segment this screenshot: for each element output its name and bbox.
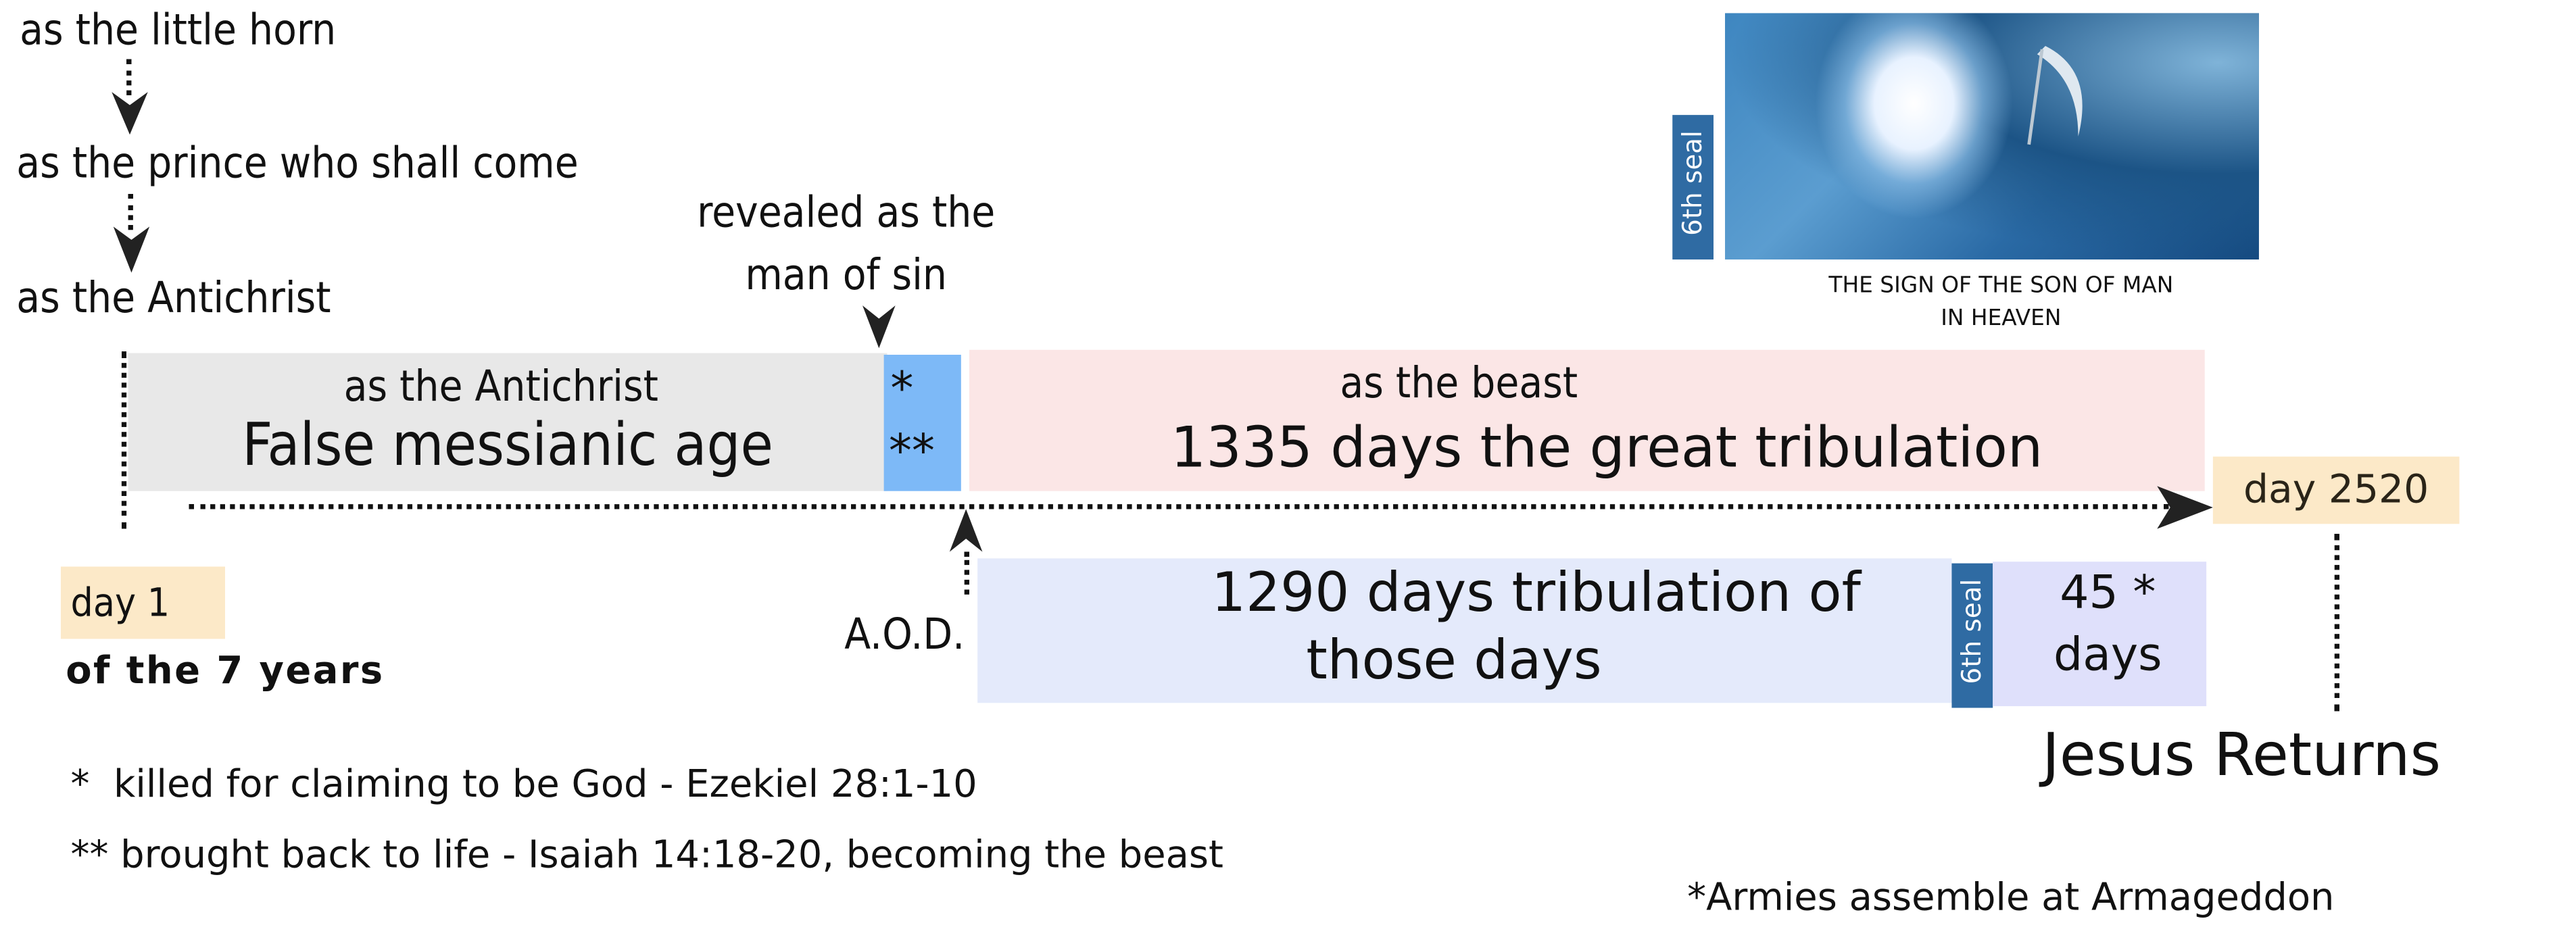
day-2520-badge: day 2520 xyxy=(2212,456,2460,524)
45-days-line2: days xyxy=(2053,627,2162,682)
return-marker-line xyxy=(2334,533,2340,712)
sixth-seal-tag-label: 6th seal xyxy=(1676,130,1708,236)
great-tribulation-box: as the beast 1335 days the great tribula… xyxy=(969,349,2205,491)
arrow-down-icon xyxy=(113,226,150,273)
start-marker-line xyxy=(121,351,127,529)
lower-box-line1: 1290 days tribulation of xyxy=(1211,559,1861,624)
stage-prince: as the prince who shall come xyxy=(16,139,579,189)
tribulation-of-those-days-box: 1290 days tribulation of those days xyxy=(977,558,1952,703)
false-messianic-age-box: as the Antichrist False messianic age xyxy=(128,353,888,491)
arrow-right-icon xyxy=(2157,486,2213,529)
dotted-connector xyxy=(128,193,133,230)
asterisk-single: * xyxy=(890,361,914,416)
timeline-axis xyxy=(189,504,2169,509)
gray-box-subtitle: as the Antichrist xyxy=(343,363,658,413)
sickle-icon xyxy=(2027,46,2083,145)
jesus-returns-label: Jesus Returns xyxy=(2042,722,2441,791)
pink-box-subtitle: as the beast xyxy=(1340,359,1578,409)
lower-box-line2: those days xyxy=(1306,627,1602,692)
sign-caption-line1: THE SIGN OF THE SON OF MAN xyxy=(1828,272,2174,299)
aod-connector xyxy=(964,551,969,595)
revealed-label-line1: revealed as the xyxy=(697,189,996,239)
stage-antichrist: as the Antichrist xyxy=(16,274,331,324)
day-2520-label: day 2520 xyxy=(2243,466,2429,513)
45-days-line1: 45 * xyxy=(2060,565,2156,620)
day-1-label: day 1 xyxy=(70,579,170,626)
sign-caption-line2: IN HEAVEN xyxy=(1941,305,2062,332)
arrow-down-icon xyxy=(112,92,148,135)
sixth-seal-tag: 6th seal xyxy=(1672,115,1714,260)
stage-little-horn: as the little horn xyxy=(20,6,337,56)
sign-of-son-of-man-image xyxy=(1725,13,2259,260)
asterisk-double: ** xyxy=(888,424,935,478)
arrow-down-icon xyxy=(862,305,896,349)
gray-box-title: False messianic age xyxy=(242,412,773,480)
footnote-single-asterisk: * killed for claiming to be God - Ezekie… xyxy=(70,764,977,807)
footnote-double-asterisk: ** brought back to life - Isaiah 14:18-2… xyxy=(70,834,1224,877)
footnote-armageddon: *Armies assemble at Armageddon xyxy=(1687,876,2335,920)
45-days-box: 45 * days xyxy=(1993,562,2207,707)
arrow-up-icon xyxy=(949,509,983,552)
dotted-connector xyxy=(126,59,132,95)
pink-box-title: 1335 days the great tribulation xyxy=(1170,415,2043,482)
day-1-subtitle: of the 7 years xyxy=(66,650,385,693)
day-1-badge: day 1 xyxy=(60,566,225,639)
revealed-label-line2: man of sin xyxy=(745,251,947,301)
sixth-seal-label: 6th seal xyxy=(1955,578,1987,684)
sixth-seal-marker: 6th seal xyxy=(1951,563,1993,708)
death-resurrection-marker: * ** xyxy=(883,354,961,491)
